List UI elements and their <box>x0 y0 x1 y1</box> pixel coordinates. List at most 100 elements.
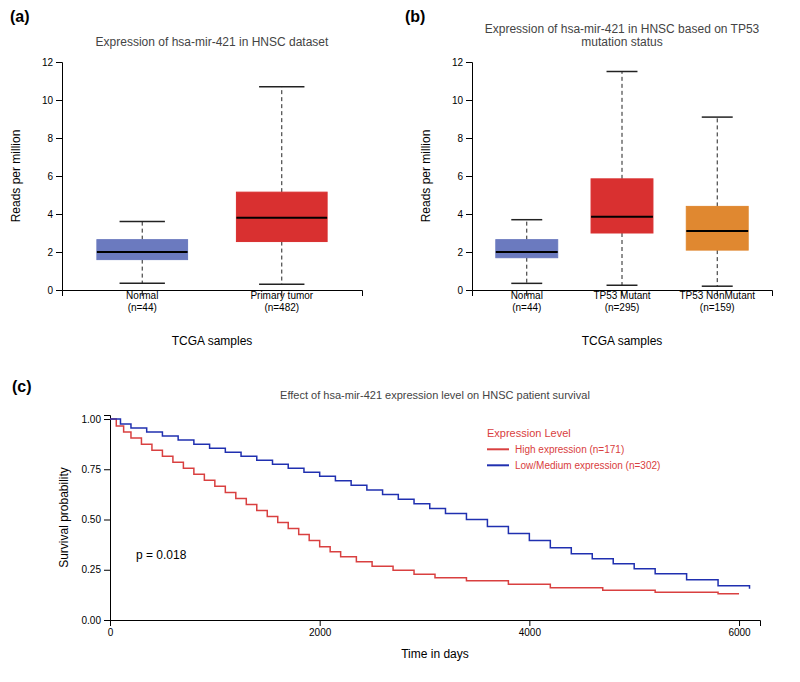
y-tick: 4 <box>457 209 472 220</box>
y-tick-mark <box>104 570 110 571</box>
whisker-high <box>622 72 623 179</box>
y-tick-label: 0.25 <box>82 564 102 575</box>
y-tick-label: 2 <box>457 247 463 258</box>
cap-low <box>511 283 542 285</box>
y-tick-mark <box>56 252 62 253</box>
text-line: Normal <box>126 290 158 301</box>
cap-high <box>120 221 165 223</box>
y-tick-label: 10 <box>42 95 54 106</box>
title: Expression of hsa-mir-421 in HNSC based … <box>485 22 760 49</box>
y-tick-mark <box>104 469 110 470</box>
box-body <box>591 179 653 233</box>
y-tick-label: 10 <box>452 95 464 106</box>
text-line: (n=482) <box>264 302 299 313</box>
whisker-high <box>526 220 527 240</box>
y-tick-label: 6 <box>47 171 53 182</box>
y-tick-mark <box>466 62 472 63</box>
whisker-low <box>717 250 718 286</box>
cap-low <box>702 285 733 287</box>
legend: Expression LevelHigh expression (n=171)L… <box>487 427 660 471</box>
x-tick-mark <box>320 620 321 626</box>
y-tick-label: 2 <box>47 247 53 258</box>
text-line: (n=44) <box>512 302 541 313</box>
y-tick-label: 8 <box>457 133 463 144</box>
whisker-high <box>281 87 282 192</box>
y-tick-label: 0 <box>457 285 463 296</box>
legend-title: Expression Level <box>487 427 571 439</box>
survival-curve <box>110 419 750 589</box>
box <box>97 222 188 284</box>
box-body <box>97 240 188 260</box>
x-axis-title: TCGA samples <box>582 334 663 348</box>
chart: 024681012Normal(n=44)Primary tumor(n=482… <box>0 0 800 682</box>
whisker-low <box>622 233 623 285</box>
y-tick-mark <box>104 419 110 420</box>
text-line: TP53 NonMutant <box>679 290 755 301</box>
x-tick: TP53 NonMutant(n=159) <box>679 290 755 313</box>
title: Effect of hsa-mir-421 expression level o… <box>280 389 590 401</box>
text-line: Normal <box>511 290 543 301</box>
whisker-low <box>142 260 143 284</box>
y-tick: 8 <box>47 133 62 144</box>
x-tick-label: Normal(n=44) <box>511 290 543 313</box>
whisker-high <box>142 222 143 240</box>
text-line: (n=159) <box>700 302 735 313</box>
x-axis: Normal(n=44) Primary tumor(n=482) <box>63 290 363 313</box>
y-tick-label: 0 <box>47 285 53 296</box>
boxes <box>97 87 327 285</box>
text-line: mutation status <box>581 35 662 49</box>
x-tick: Primary tumor(n=482) <box>250 290 313 313</box>
y-tick: 0.75 <box>82 464 110 475</box>
box <box>686 117 748 286</box>
x-tick: 0 <box>108 620 114 638</box>
median <box>591 216 653 218</box>
x-axis-line <box>111 621 761 627</box>
box <box>496 220 558 284</box>
legend-entry: High expression (n=171) <box>515 444 624 455</box>
panel-label: (b) <box>405 8 425 25</box>
y-tick-label: 8 <box>47 133 53 144</box>
box-body <box>686 206 748 250</box>
y-tick: 8 <box>457 133 472 144</box>
survival-curve <box>110 419 739 594</box>
y-tick: 6 <box>457 171 472 182</box>
whisker-low <box>281 242 282 285</box>
panel-label: (a) <box>10 8 30 25</box>
x-axis: 0200040006000 <box>108 620 761 638</box>
median <box>236 217 327 219</box>
text-line: Effect of hsa-mir-421 expression level o… <box>280 389 590 401</box>
y-axis: 024681012 <box>452 57 473 296</box>
x-axis-line <box>63 291 363 297</box>
text-line: (n=44) <box>128 302 157 313</box>
y-tick-mark <box>56 290 62 291</box>
y-tick: 6 <box>47 171 62 182</box>
text-line: TP53 Mutant <box>593 290 650 301</box>
y-tick-mark <box>466 138 472 139</box>
box-body <box>236 192 327 241</box>
y-tick: 12 <box>42 57 62 68</box>
x-axis: Normal(n=44)TP53 Mutant(n=295)TP53 NonMu… <box>473 290 773 313</box>
text-line: Primary tumor <box>250 290 313 301</box>
x-tick-label: 0 <box>108 627 114 638</box>
y-tick-label: 4 <box>457 209 463 220</box>
cap-high <box>702 116 733 118</box>
y-tick: 2 <box>47 247 62 258</box>
y-axis-title: Reads per million <box>419 130 433 223</box>
y-axis-line <box>104 416 111 621</box>
x-tick: Normal(n=44) <box>511 290 543 313</box>
cap-low <box>259 284 304 286</box>
box <box>591 72 653 286</box>
panel: 0.000.250.500.751.000200040006000p = 0.0… <box>57 389 761 661</box>
y-tick-mark <box>56 62 62 63</box>
y-tick-mark <box>466 100 472 101</box>
cap-high <box>259 86 304 88</box>
y-tick-label: 0.00 <box>82 615 102 626</box>
x-tick-mark <box>739 620 740 626</box>
box <box>236 87 327 285</box>
legend-swatch <box>487 464 509 466</box>
x-tick-label: 6000 <box>728 627 751 638</box>
y-tick: 4 <box>47 209 62 220</box>
boxes <box>496 72 748 287</box>
y-tick: 10 <box>452 95 472 106</box>
legend-swatch <box>487 448 509 450</box>
